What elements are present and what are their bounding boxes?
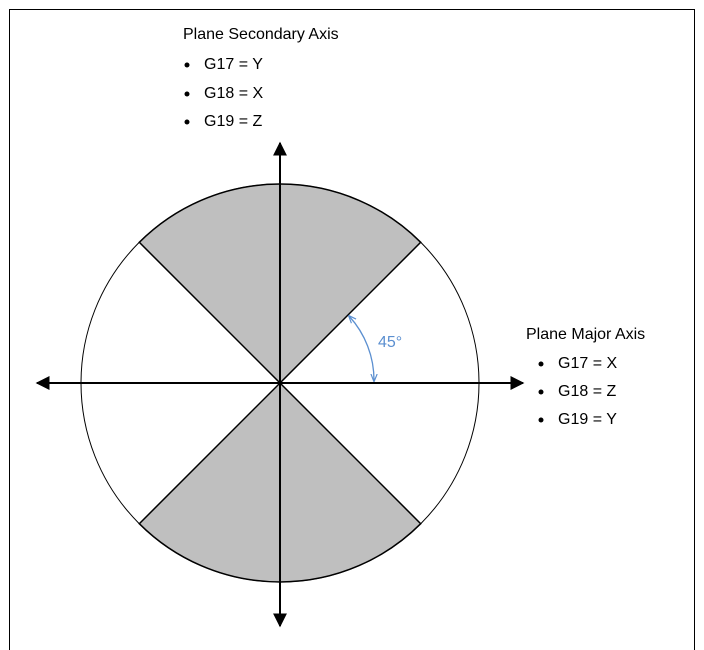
- list-item: G19 = Y: [558, 411, 617, 428]
- angle-arc: [349, 316, 374, 381]
- list-item: G17 = Y: [204, 56, 263, 73]
- bullet: [538, 361, 544, 367]
- angle-label: 45°: [378, 334, 402, 351]
- major-axis-title: Plane Major Axis: [526, 326, 645, 343]
- major-axis-list: G17 = X G18 = Z G19 = Y: [538, 355, 617, 428]
- secondary-axis-title: Plane Secondary Axis: [183, 26, 339, 43]
- bullet: [184, 91, 190, 97]
- bullet: [184, 119, 190, 125]
- list-item: G18 = X: [204, 85, 263, 102]
- list-item: G17 = X: [558, 355, 617, 372]
- bullet: [538, 389, 544, 395]
- secondary-axis-list: G17 = Y G18 = X G19 = Z: [184, 56, 263, 130]
- list-item: G19 = Z: [204, 113, 262, 130]
- bullet: [538, 417, 544, 423]
- frame: [9, 9, 695, 650]
- list-item: G18 = Z: [558, 383, 616, 400]
- bullet: [184, 62, 190, 68]
